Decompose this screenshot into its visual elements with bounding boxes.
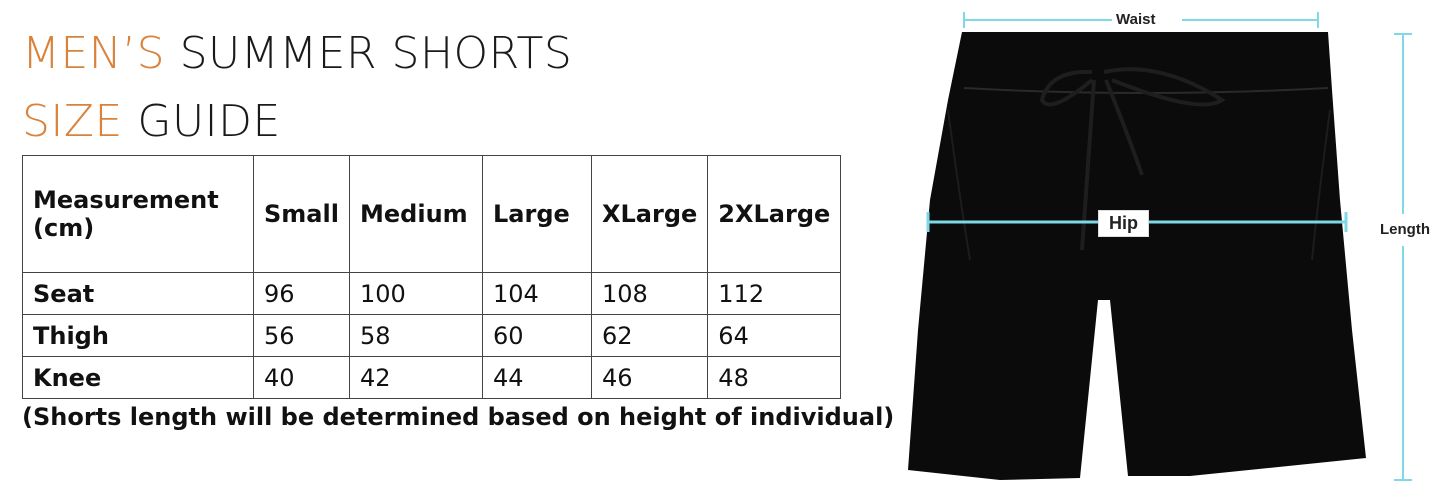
title-accent-mens: MEN’S bbox=[22, 28, 166, 79]
drawstring bbox=[1039, 67, 1226, 251]
page-title-line-2: SIZE GUIDE bbox=[22, 100, 281, 144]
table-cell: 44 bbox=[482, 356, 592, 399]
table-cell: 100 bbox=[349, 272, 483, 315]
title-accent-size: SIZE bbox=[22, 96, 123, 147]
table-cell: 96 bbox=[253, 272, 350, 315]
header-large: Large bbox=[482, 155, 592, 273]
title-guide: GUIDE bbox=[137, 96, 281, 147]
table-cell: 112 bbox=[707, 272, 842, 315]
length-label: Length bbox=[1380, 221, 1430, 238]
table-row: Thigh 56 58 60 62 64 bbox=[22, 314, 842, 357]
table-cell: 42 bbox=[349, 356, 483, 399]
shorts-diagram bbox=[900, 0, 1444, 501]
table-row: Seat 96 100 104 108 112 bbox=[22, 272, 842, 315]
table-cell: 46 bbox=[590, 356, 709, 399]
waist-measure-line bbox=[963, 12, 1319, 28]
table-cell: 48 bbox=[707, 356, 842, 399]
table-cell: 64 bbox=[707, 314, 842, 357]
header-2xlarge: 2XLarge bbox=[707, 155, 842, 273]
pocket-seam-left bbox=[947, 109, 971, 261]
header-medium: Medium bbox=[349, 155, 483, 273]
length-note: (Shorts length will be determined based … bbox=[22, 403, 895, 431]
row-label-thigh: Thigh bbox=[22, 314, 254, 357]
row-label-knee: Knee bbox=[22, 356, 254, 399]
size-table: Measurement (cm) Small Medium Large XLar… bbox=[22, 155, 842, 399]
header-xlarge: XLarge bbox=[590, 155, 709, 273]
shorts-body bbox=[908, 32, 1366, 480]
waist-label: Waist bbox=[1116, 11, 1156, 28]
length-measure-line bbox=[1394, 33, 1412, 481]
table-cell: 56 bbox=[253, 314, 350, 357]
page-title-line-1: MEN’S SUMMER SHORTS bbox=[22, 32, 572, 76]
row-label-seat: Seat bbox=[22, 272, 254, 315]
table-cell: 40 bbox=[253, 356, 350, 399]
table-cell: 60 bbox=[482, 314, 592, 357]
pocket-seam-right bbox=[1311, 109, 1331, 261]
table-cell: 58 bbox=[349, 314, 483, 357]
header-measurement: Measurement (cm) bbox=[22, 155, 254, 273]
title-summer-shorts: SUMMER SHORTS bbox=[179, 28, 573, 79]
table-header-row: Measurement (cm) Small Medium Large XLar… bbox=[22, 155, 842, 273]
shorts-illustration bbox=[908, 12, 1412, 481]
header-small: Small bbox=[253, 155, 350, 273]
table-cell: 108 bbox=[590, 272, 709, 315]
hip-label: Hip bbox=[1098, 210, 1149, 237]
table-cell: 62 bbox=[590, 314, 709, 357]
table-row: Knee 40 42 44 46 48 bbox=[22, 356, 842, 399]
table-cell: 104 bbox=[482, 272, 592, 315]
